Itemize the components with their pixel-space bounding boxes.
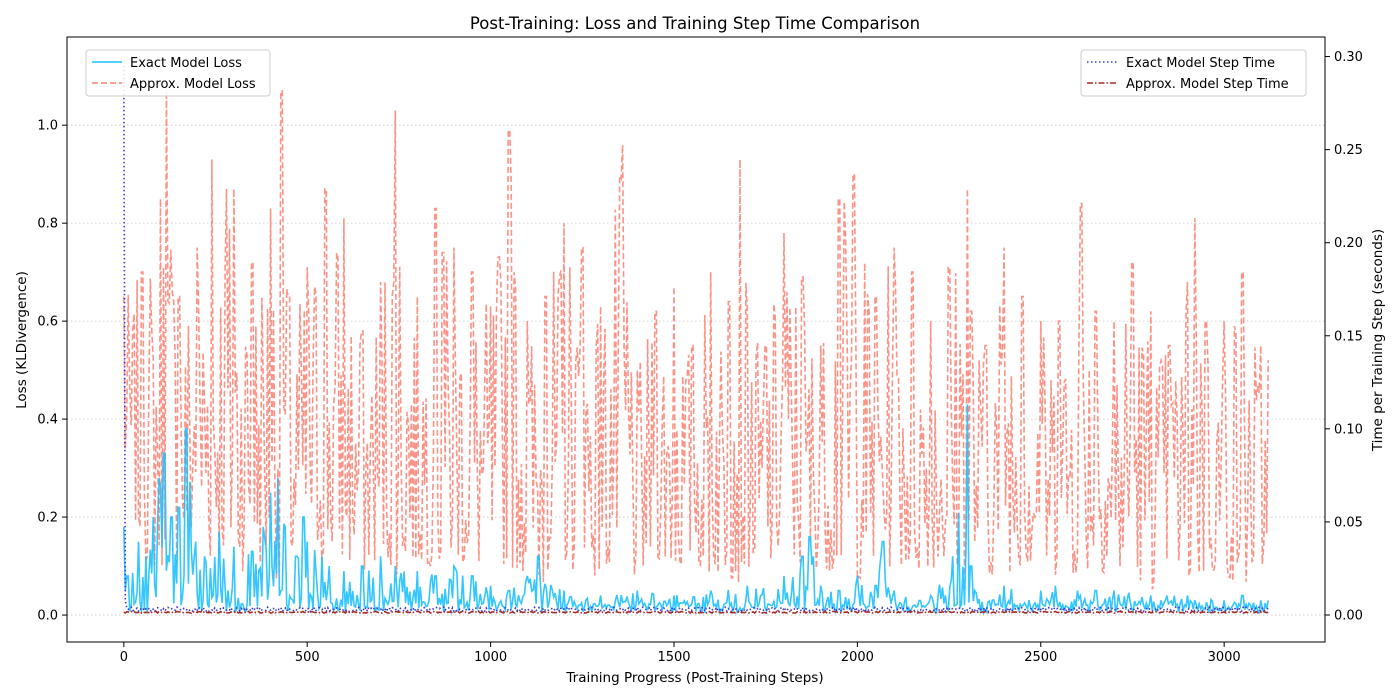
y-right-tick-label: 0.20 [1334,236,1363,251]
y-right-tick-label: 0.30 [1334,50,1363,65]
x-tick-label: 2000 [841,650,874,665]
x-tick-label: 0 [120,650,128,665]
y-left-tick-label: 0.4 [37,413,58,428]
y-right-tick-label: 0.10 [1334,422,1363,437]
series-approx-model-step-time [123,610,1269,615]
y-right-tick-label: 0.25 [1334,143,1363,158]
legend-label-exact-time: Exact Model Step Time [1126,56,1275,71]
y-left-axis-title: Loss (KLDivergence) [14,271,30,409]
x-tick-label: 1500 [657,650,690,665]
y-left-tick-label: 0.2 [37,511,58,526]
series-exact-model-step-time [123,65,1269,614]
y-right-tick-label: 0.15 [1334,329,1363,344]
y-right-tick-label: 0.00 [1334,609,1363,624]
series-approx-model-loss [123,90,1269,590]
y-left-tick-label: 0.6 [37,315,58,330]
y-left-tick-label: 0.0 [37,609,58,624]
x-tick-label: 3000 [1208,650,1241,665]
series-exact-model-loss [123,404,1269,616]
y-right-axis-title: Time per Training Step (seconds) [1370,229,1386,452]
legend-left-box [85,49,271,97]
chart-title: Post-Training: Loss and Training Step Ti… [470,14,920,33]
x-axis-title: Training Progress (Post-Training Steps) [565,670,823,686]
series-layer [123,65,1269,616]
legend-label-approx-time: Approx. Model Step Time [1126,77,1289,92]
x-tick-label: 2500 [1024,650,1057,665]
legend-right-box [1080,49,1307,97]
y-right-tick-label: 0.05 [1334,515,1363,530]
y-left-tick-label: 0.8 [37,217,58,232]
axis-layer: 0 500 1000 1500 2000 2500 3000 0.0 0.2 0.4 0.6 0.8 1… [37,50,1363,665]
legend-left: Exact Model Loss Approx. Model Loss [85,49,271,97]
x-tick-label: 1000 [474,650,507,665]
y-left-tick-label: 1.0 [37,119,58,134]
legend-label-exact-loss: Exact Model Loss [130,56,242,71]
x-tick-label: 500 [295,650,320,665]
legend-label-approx-loss: Approx. Model Loss [130,77,256,92]
plot-frame [66,36,1326,643]
legend-right: Exact Model Step Time Approx. Model Step… [1080,49,1307,97]
